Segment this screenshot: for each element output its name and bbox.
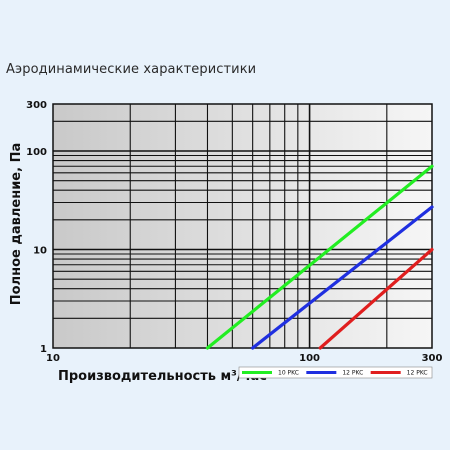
x-tick-label: 100	[299, 353, 320, 364]
series-line-3	[318, 247, 434, 350]
legend-label: 10 PKC	[278, 370, 299, 377]
y-tick-label: 100	[26, 147, 47, 158]
x-tick-label: 300	[422, 353, 443, 364]
series-line-2	[251, 205, 434, 350]
x-axis-label: Производительность м³/час	[58, 369, 267, 384]
x-tick-label: 10	[46, 353, 60, 364]
legend-label: 12 PKC	[407, 370, 428, 377]
y-tick-label: 1	[40, 344, 47, 355]
legend-label: 12 PKC	[342, 370, 363, 377]
y-tick-label: 300	[26, 100, 47, 111]
y-tick-label: 10	[33, 245, 47, 256]
grid	[53, 104, 432, 348]
chart-title: Аэродинамические характеристики	[6, 62, 257, 77]
series-line-1	[205, 164, 434, 350]
y-axis-label: Полное давление, Па	[9, 143, 24, 305]
legend: 10 PKC 12 PKC 12 PKC	[238, 366, 433, 379]
plot-frame	[52, 103, 433, 349]
series-layer	[205, 164, 434, 350]
plot-area	[53, 104, 432, 348]
